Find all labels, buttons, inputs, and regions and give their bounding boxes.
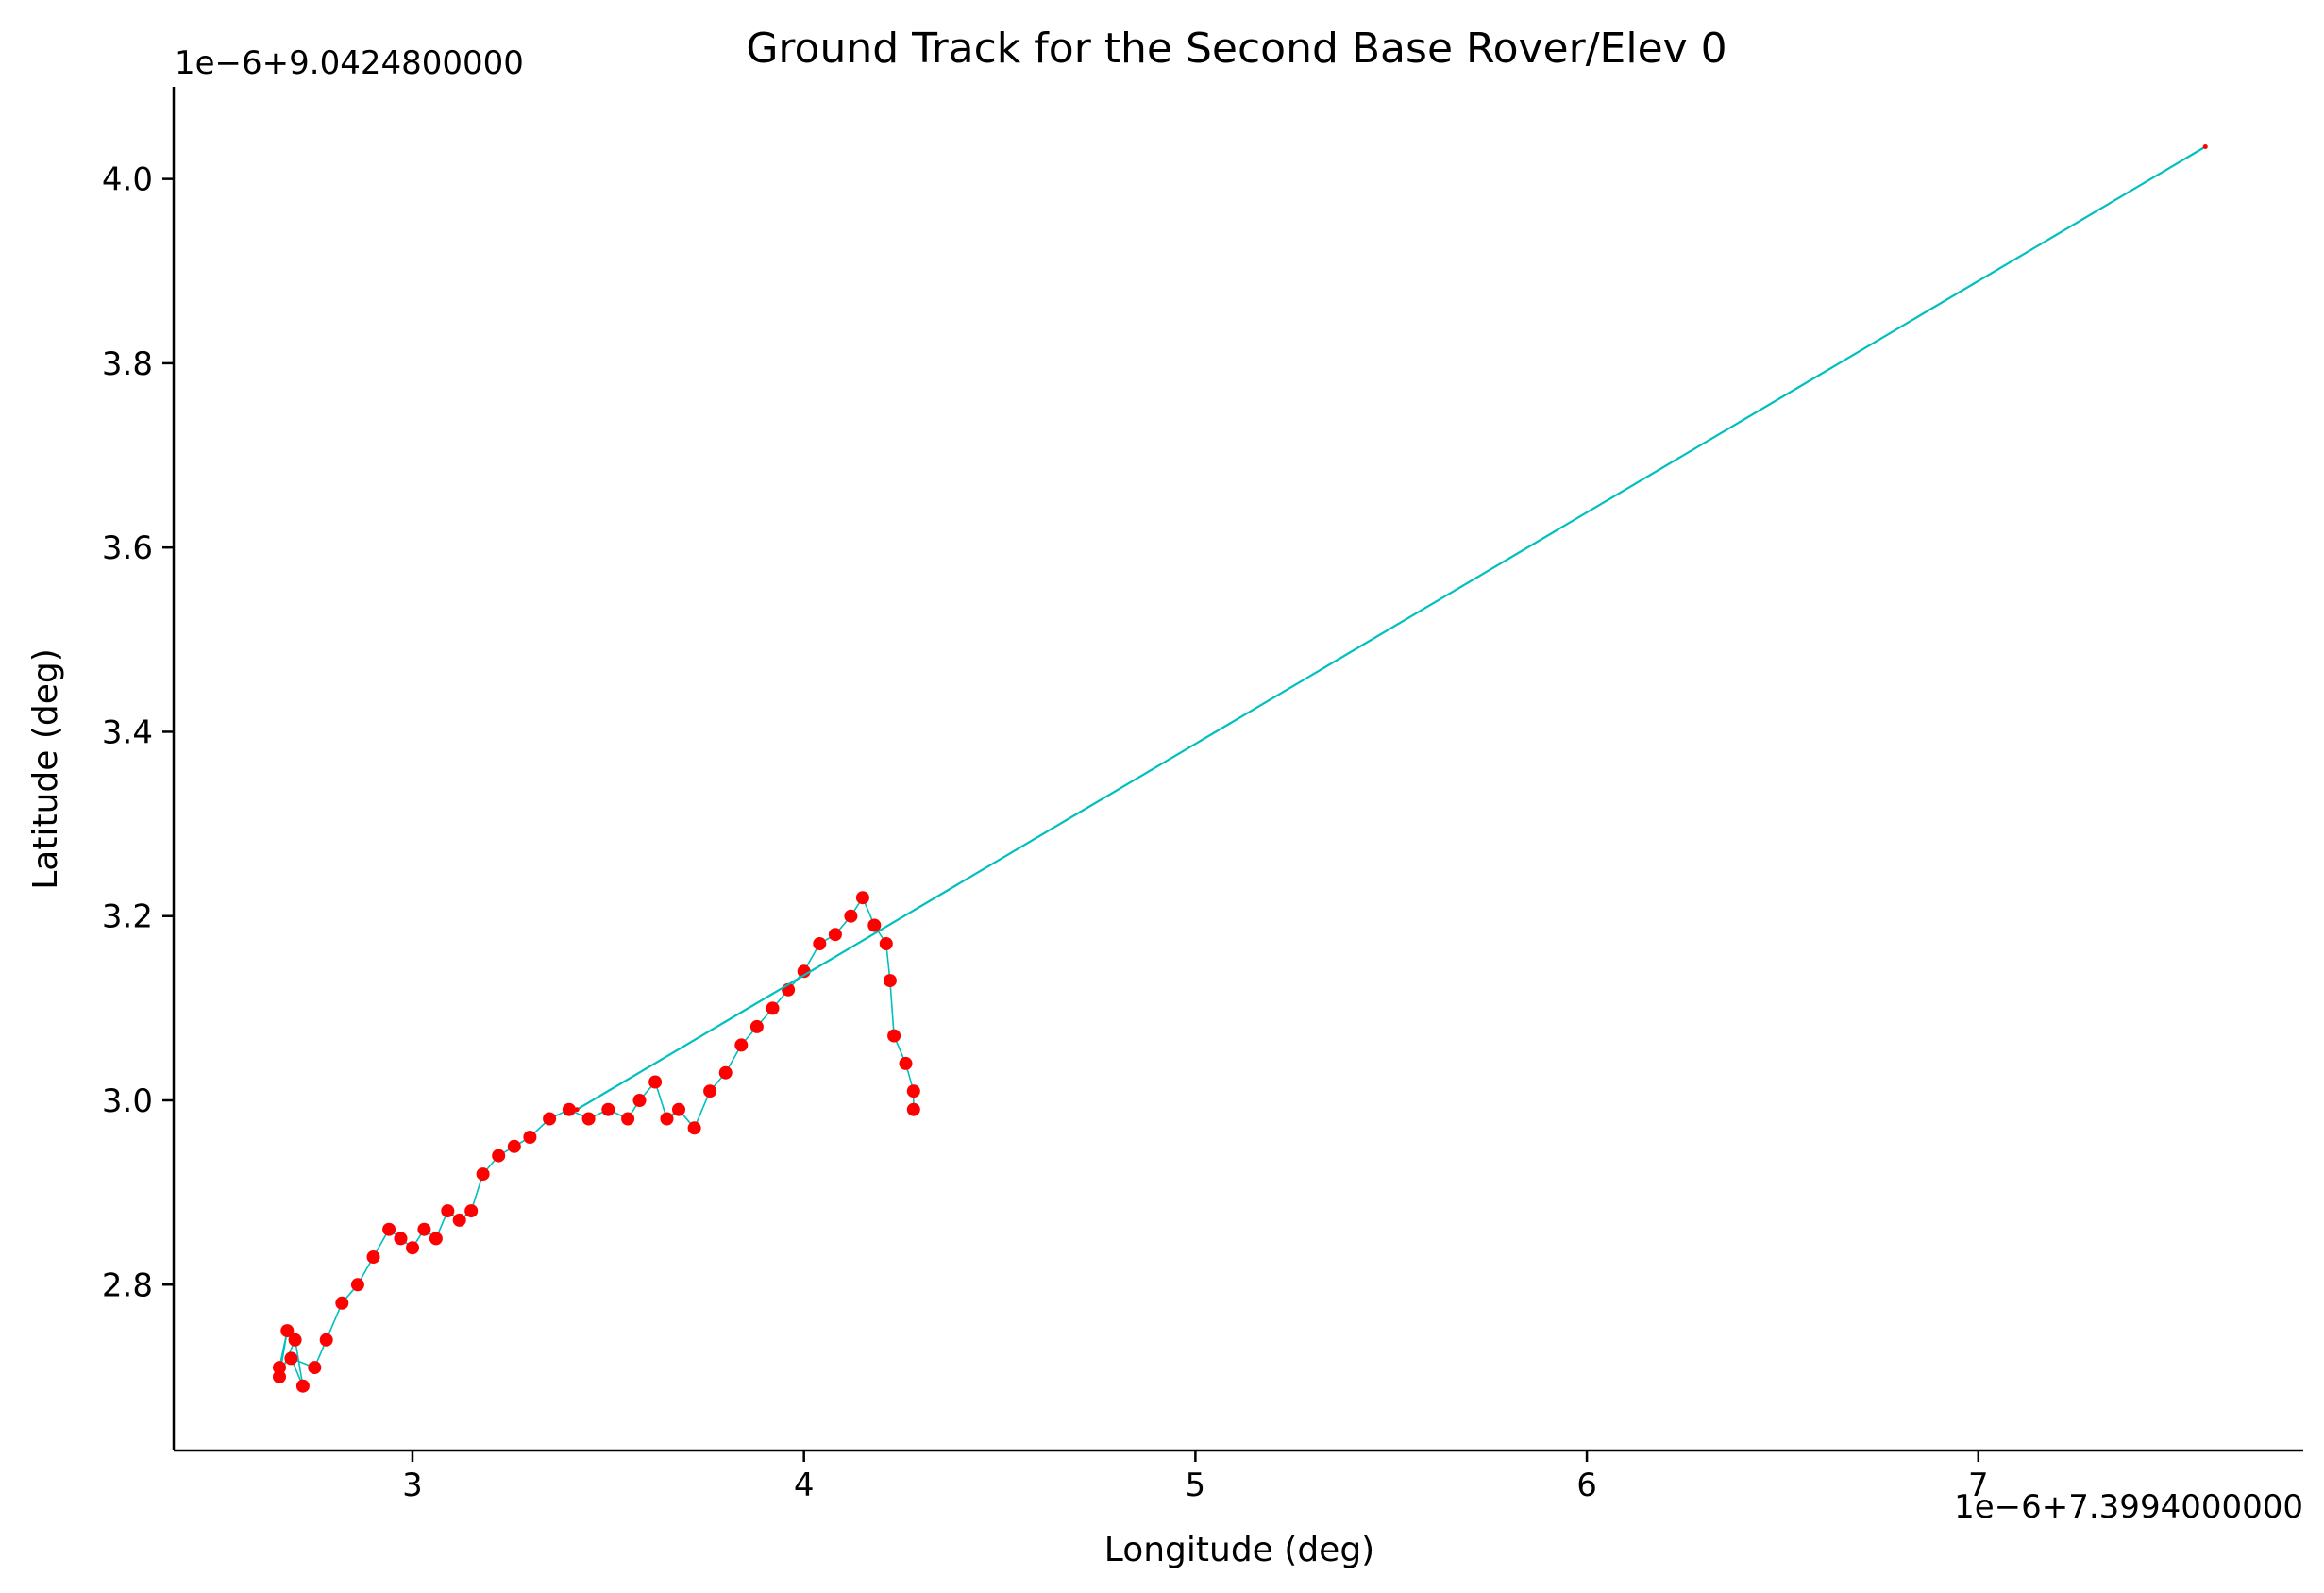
x-axis-title: Longitude (deg) (1104, 1531, 1374, 1569)
x-tick-label: 5 (1186, 1467, 1206, 1504)
track-point (672, 1102, 685, 1116)
track-point (366, 1250, 380, 1264)
y-tick-label: 3.4 (102, 713, 153, 751)
track-point (855, 891, 869, 905)
track-point (883, 974, 897, 988)
track-point (523, 1131, 537, 1144)
track-point (660, 1112, 674, 1126)
x-tick-label: 3 (402, 1467, 423, 1504)
track-point (828, 928, 842, 942)
plot-area (273, 144, 2208, 1393)
y-axis-title: Latitude (deg) (26, 648, 65, 890)
y-tick-label: 3.6 (102, 529, 153, 567)
track-point (718, 1065, 733, 1080)
track-point (867, 918, 882, 932)
track-point (543, 1112, 557, 1126)
x-tick-label: 4 (794, 1467, 815, 1504)
y-tick-label: 3.2 (102, 898, 153, 936)
track-point (621, 1112, 635, 1126)
y-tick-label: 2.8 (102, 1266, 153, 1304)
track-point (632, 1094, 647, 1107)
track-point (288, 1333, 302, 1347)
track-point (906, 1084, 920, 1098)
track-point (899, 1056, 913, 1070)
x-axis-ticks: 3 4 5 6 7 (402, 1450, 1989, 1504)
track-point (441, 1204, 455, 1218)
track-point (734, 1038, 749, 1052)
x-tick-label: 6 (1576, 1467, 1597, 1504)
track-point (507, 1139, 521, 1153)
track-point (648, 1075, 663, 1089)
track-point (452, 1213, 466, 1227)
y-offset-label: 1e−6+9.0424800000 (175, 44, 524, 82)
track-point (601, 1102, 615, 1116)
track-point (284, 1351, 298, 1366)
track-point (574, 1107, 580, 1113)
y-tick-label: 3.8 (102, 345, 153, 383)
track-point (273, 1361, 286, 1375)
y-tick-label: 4.0 (102, 161, 153, 199)
track-point (2202, 144, 2208, 149)
track-point (879, 937, 893, 950)
track-point (319, 1333, 333, 1347)
x-tick-label: 7 (1968, 1467, 1989, 1504)
track-point (382, 1222, 396, 1236)
x-offset-label: 1e−6+7.3994000000 (1954, 1488, 2303, 1526)
track-point (417, 1222, 431, 1236)
track-point (406, 1241, 419, 1255)
y-axis-ticks: 2.8 3.0 3.2 3.4 3.6 3.8 4.0 (102, 161, 174, 1304)
track-point (749, 1019, 764, 1033)
track-point (703, 1084, 717, 1098)
track-point (844, 909, 858, 923)
y-tick-label: 3.0 (102, 1082, 153, 1120)
track-point (476, 1167, 490, 1182)
track-point (562, 1102, 576, 1116)
track-point (797, 964, 811, 979)
track-point (766, 1001, 780, 1015)
track-point (581, 1112, 596, 1126)
track-point (335, 1296, 349, 1310)
chart-title: Ground Track for the Second Base Rover/E… (746, 25, 1726, 73)
track-point (394, 1232, 408, 1246)
series-line-0 (278, 897, 915, 1387)
track-point (813, 937, 827, 950)
series-line-1 (576, 145, 2206, 1111)
track-point (492, 1149, 506, 1163)
track-point (429, 1232, 443, 1246)
track-point (280, 1324, 295, 1338)
track-point (308, 1361, 322, 1375)
track-point (295, 1379, 310, 1393)
track-point (464, 1204, 479, 1218)
track-point (273, 1369, 286, 1383)
track-point (687, 1121, 701, 1135)
track-point (906, 1102, 920, 1116)
track-point (350, 1278, 364, 1292)
track-point (887, 1029, 901, 1043)
